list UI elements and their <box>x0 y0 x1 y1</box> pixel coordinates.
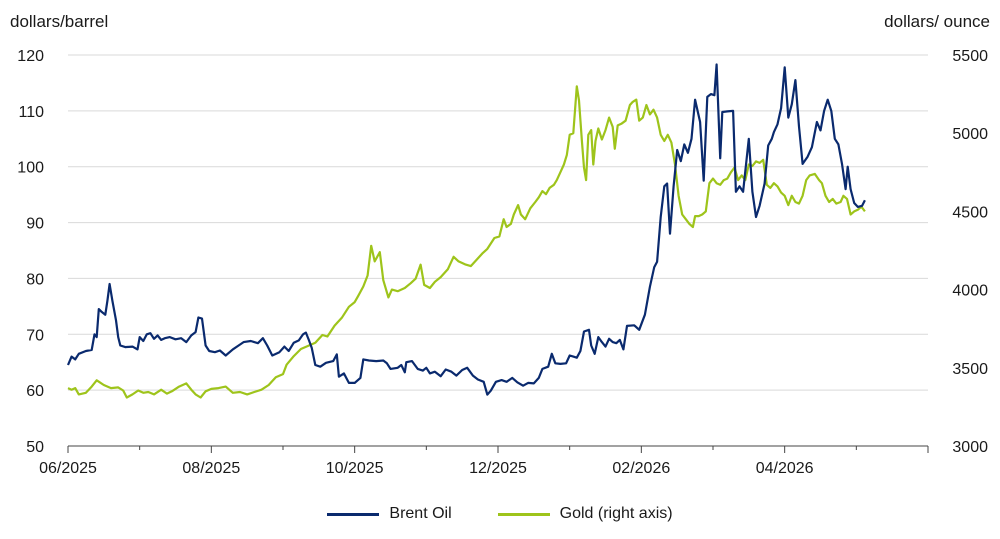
left-tick-label: 120 <box>17 48 44 65</box>
left-tick-label: 80 <box>26 271 44 288</box>
left-tick-label: 60 <box>26 383 44 400</box>
x-tick-label: 08/2025 <box>182 460 240 477</box>
series-layer <box>66 63 866 399</box>
right-tick-label: 5500 <box>952 48 988 65</box>
right-axis-unit: dollars/ ounce <box>884 12 990 31</box>
right-tick-label: 3500 <box>952 361 988 378</box>
legend-label-gold: Gold (right axis) <box>559 505 673 522</box>
right-tick-label: 4500 <box>952 204 988 221</box>
x-tick-label: 06/2025 <box>39 460 97 477</box>
left-tick-label: 90 <box>26 216 44 233</box>
left-tick-label: 110 <box>18 104 44 121</box>
right-tick-label: 4000 <box>952 283 988 300</box>
legend-item-gold: Gold (right axis) <box>497 505 673 523</box>
x-axis: 06/2025 08/2025 10/2025 12/2025 02/2026 04/20… <box>39 445 929 477</box>
gold-swatch <box>497 512 550 516</box>
left-tick-label: 100 <box>17 160 44 177</box>
gridlines <box>68 54 928 391</box>
left-axis: 120 110 100 90 80 70 60 50 <box>17 48 44 456</box>
right-tick-label: 5000 <box>952 126 988 143</box>
left-tick-label: 50 <box>26 439 44 456</box>
series-line-brent-oil <box>66 63 866 396</box>
legend-item-brent: Brent Oil <box>327 505 452 523</box>
legend: Brent Oil Gold (right axis) <box>0 505 1000 523</box>
series-line-gold <box>67 85 866 399</box>
right-tick-label: 3000 <box>952 439 988 456</box>
x-tick-label: 02/2026 <box>612 460 670 477</box>
brent-swatch <box>327 512 380 516</box>
x-tick-label: 04/2026 <box>756 460 814 477</box>
legend-label-brent: Brent Oil <box>389 505 452 522</box>
x-tick-label: 10/2025 <box>326 460 384 477</box>
x-tick-label: 12/2025 <box>469 460 527 477</box>
left-axis-unit: dollars/barrel <box>10 12 108 31</box>
right-axis: 5500 5000 4500 4000 3500 3000 <box>952 48 988 456</box>
left-tick-label: 70 <box>26 327 44 344</box>
